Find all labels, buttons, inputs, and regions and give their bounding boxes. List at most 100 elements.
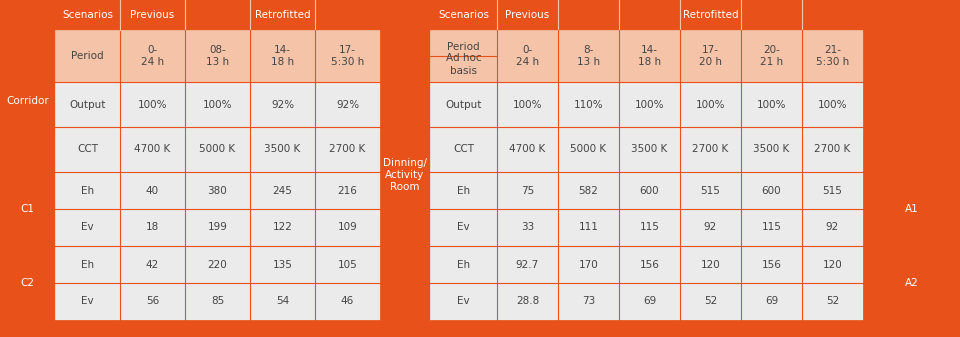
Bar — [430, 127, 863, 172]
Text: Scenarios: Scenarios — [62, 10, 113, 20]
Text: 380: 380 — [207, 185, 228, 195]
Text: 52: 52 — [826, 297, 839, 306]
Text: Retrofitted: Retrofitted — [254, 10, 310, 20]
Text: Output: Output — [69, 99, 106, 110]
Text: Eh: Eh — [81, 259, 94, 270]
Text: 92: 92 — [704, 222, 717, 233]
Text: 92.7: 92.7 — [516, 259, 540, 270]
Text: Previous: Previous — [131, 10, 175, 20]
Text: Eh: Eh — [81, 185, 94, 195]
Text: 135: 135 — [273, 259, 293, 270]
Text: 220: 220 — [207, 259, 228, 270]
Text: 109: 109 — [338, 222, 357, 233]
Text: Period: Period — [71, 51, 104, 61]
Bar — [55, 127, 380, 172]
Text: 4700 K: 4700 K — [134, 145, 171, 154]
Bar — [55, 172, 380, 209]
Text: 120: 120 — [823, 259, 842, 270]
Bar — [430, 30, 863, 82]
Text: 0-
24 h: 0- 24 h — [141, 45, 164, 67]
Bar — [0, 0, 380, 30]
Text: A1: A1 — [904, 204, 919, 214]
Text: 156: 156 — [761, 259, 781, 270]
Text: Eh: Eh — [457, 259, 470, 270]
Text: 216: 216 — [338, 185, 357, 195]
Text: 92%: 92% — [271, 99, 294, 110]
Text: Previous: Previous — [505, 10, 550, 20]
Bar — [430, 246, 863, 283]
Bar — [0, 127, 55, 172]
Text: 115: 115 — [761, 222, 781, 233]
Text: Ev: Ev — [457, 297, 469, 306]
Text: 14-
18 h: 14- 18 h — [638, 45, 661, 67]
Text: 17-
5:30 h: 17- 5:30 h — [331, 45, 364, 67]
Text: Ev: Ev — [82, 297, 94, 306]
Text: 8-
13 h: 8- 13 h — [577, 45, 600, 67]
Text: Dinning/
Activity
Room: Dinning/ Activity Room — [383, 158, 427, 192]
Bar — [430, 0, 863, 30]
Text: 20-
21 h: 20- 21 h — [760, 45, 783, 67]
Text: Ad hoc
basis: Ad hoc basis — [445, 54, 481, 76]
Text: 3500 K: 3500 K — [632, 145, 667, 154]
Text: 69: 69 — [643, 297, 656, 306]
Text: 100%: 100% — [696, 99, 725, 110]
Bar — [0, 246, 55, 320]
Text: Retrofitted: Retrofitted — [683, 10, 738, 20]
Text: 08-
13 h: 08- 13 h — [206, 45, 229, 67]
Text: 105: 105 — [338, 259, 357, 270]
Bar — [55, 30, 380, 82]
Text: 515: 515 — [701, 185, 720, 195]
Text: 110%: 110% — [574, 99, 603, 110]
Text: 100%: 100% — [756, 99, 786, 110]
Text: Period: Period — [447, 42, 480, 52]
Bar — [0, 172, 55, 246]
Text: Corridor: Corridor — [6, 96, 49, 106]
Text: C1: C1 — [20, 204, 35, 214]
Text: 5000 K: 5000 K — [570, 145, 607, 154]
Text: 582: 582 — [579, 185, 598, 195]
Text: 515: 515 — [823, 185, 843, 195]
Text: 18: 18 — [146, 222, 159, 233]
Text: 245: 245 — [273, 185, 293, 195]
Text: 100%: 100% — [635, 99, 664, 110]
Text: 199: 199 — [207, 222, 228, 233]
Text: 54: 54 — [276, 297, 289, 306]
Text: 100%: 100% — [513, 99, 542, 110]
Text: CCT: CCT — [453, 145, 474, 154]
Bar — [55, 246, 380, 283]
Bar — [55, 283, 380, 320]
Text: 156: 156 — [639, 259, 660, 270]
Text: 92: 92 — [826, 222, 839, 233]
Text: 0-
24 h: 0- 24 h — [516, 45, 540, 67]
Text: 100%: 100% — [818, 99, 848, 110]
Text: 73: 73 — [582, 297, 595, 306]
Text: A2: A2 — [904, 278, 919, 288]
Text: 2700 K: 2700 K — [814, 145, 851, 154]
Text: 111: 111 — [579, 222, 598, 233]
Text: 2700 K: 2700 K — [329, 145, 366, 154]
Text: CCT: CCT — [77, 145, 98, 154]
Text: 42: 42 — [146, 259, 159, 270]
Bar — [863, 0, 960, 320]
Text: 17-
20 h: 17- 20 h — [699, 45, 722, 67]
Text: 40: 40 — [146, 185, 159, 195]
Text: 85: 85 — [211, 297, 224, 306]
Text: 46: 46 — [341, 297, 354, 306]
Text: 33: 33 — [521, 222, 534, 233]
Text: 122: 122 — [273, 222, 293, 233]
Text: 2700 K: 2700 K — [692, 145, 729, 154]
Bar — [430, 209, 863, 246]
Text: C2: C2 — [20, 278, 35, 288]
Bar — [55, 82, 380, 127]
Text: 600: 600 — [639, 185, 660, 195]
Text: 28.8: 28.8 — [516, 297, 540, 306]
Text: 4700 K: 4700 K — [510, 145, 545, 154]
Text: 120: 120 — [701, 259, 720, 270]
Bar — [55, 209, 380, 246]
Text: Eh: Eh — [457, 185, 470, 195]
Text: 100%: 100% — [203, 99, 232, 110]
Bar — [430, 320, 960, 337]
Text: 3500 K: 3500 K — [754, 145, 790, 154]
Text: 52: 52 — [704, 297, 717, 306]
Text: Output: Output — [445, 99, 482, 110]
